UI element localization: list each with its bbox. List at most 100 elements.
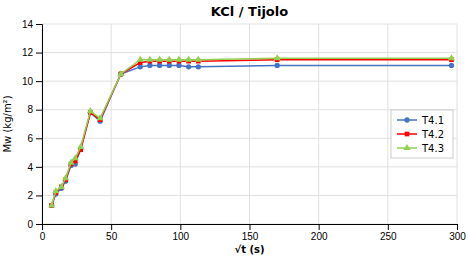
tick-label: 2	[27, 190, 33, 201]
grid-line	[42, 52, 457, 53]
legend-item: T4.3	[397, 143, 444, 154]
tick-label: 8	[27, 104, 33, 115]
tick-mark	[250, 224, 251, 230]
grid-line	[42, 166, 457, 167]
tick: 4	[27, 162, 42, 173]
marker	[175, 56, 182, 62]
legend: T4.1 T4.2 T4.3	[391, 110, 453, 158]
tick: 50	[106, 224, 118, 242]
axis-line	[36, 25, 43, 225]
tick-label: 0	[40, 231, 46, 242]
grid-line	[42, 24, 457, 25]
tick: 8	[27, 104, 42, 115]
tick: 200	[311, 224, 328, 242]
x-axis: 0 50 100 150 200 250 300	[40, 224, 467, 242]
tick-label: 100	[172, 231, 189, 242]
x-axis-title: √t (s)	[234, 244, 264, 255]
tick-mark	[319, 224, 320, 230]
tick-label: 10	[22, 76, 34, 87]
tick-label: 6	[27, 133, 33, 144]
marker	[77, 143, 84, 149]
grid-line	[111, 24, 112, 224]
marker	[146, 56, 153, 62]
marker	[97, 114, 104, 120]
grid-line	[42, 195, 457, 196]
tick-mark	[388, 224, 389, 230]
tick: 0	[40, 224, 46, 242]
grid-line	[180, 24, 181, 224]
tick-label: 12	[22, 47, 34, 58]
legend-marker	[405, 132, 410, 137]
marker	[157, 63, 162, 68]
axis-line	[43, 225, 458, 231]
tick: 0	[27, 219, 42, 230]
tick-mark	[36, 224, 42, 225]
grid-line	[42, 81, 457, 82]
tick: 100	[172, 224, 189, 242]
marker	[186, 64, 191, 69]
tick: 6	[27, 133, 42, 144]
tick-mark	[36, 110, 42, 111]
marker	[448, 54, 455, 60]
marker	[167, 63, 172, 68]
marker	[62, 174, 69, 180]
tick-mark	[36, 24, 42, 25]
legend-label: T4.3	[421, 143, 444, 154]
tick: 10	[22, 76, 42, 87]
marker	[72, 154, 79, 160]
legend-item: T4.1	[397, 115, 444, 126]
tick-label: 300	[449, 231, 466, 242]
tick-label: 150	[242, 231, 259, 242]
marker	[176, 63, 181, 68]
tick-mark	[180, 224, 181, 230]
tick: 14	[22, 19, 42, 30]
tick-mark	[36, 167, 42, 168]
marker	[156, 56, 163, 62]
legend-marker	[404, 117, 409, 122]
tick-mark	[36, 53, 42, 54]
tick-mark	[36, 138, 42, 139]
grid	[42, 24, 457, 224]
marker	[58, 183, 65, 189]
tick: 150	[242, 224, 259, 242]
title: KCl / Tijolo	[211, 4, 288, 19]
marker	[117, 70, 124, 76]
grid-line	[249, 24, 250, 224]
tick: 2	[27, 190, 42, 201]
marker	[185, 56, 192, 62]
tick: 300	[449, 224, 466, 242]
grid-line	[457, 24, 458, 224]
marker	[274, 54, 281, 60]
marker	[137, 56, 144, 62]
tick-mark	[36, 195, 42, 196]
tick-mark	[36, 81, 42, 82]
tick-mark	[457, 224, 458, 230]
marker	[147, 63, 152, 68]
tick-label: 50	[106, 231, 118, 242]
marker	[138, 64, 143, 69]
chart: 05010015020025030002468101214T4.1T4.2T4.…	[0, 0, 469, 258]
marker	[196, 64, 201, 69]
grid-line	[318, 24, 319, 224]
tick-label: 4	[27, 162, 33, 173]
marker	[87, 107, 94, 113]
marker	[52, 187, 59, 193]
tick: 12	[22, 47, 42, 58]
legend-label: T4.2	[421, 129, 444, 140]
marker	[195, 56, 202, 62]
tick-label: 200	[311, 231, 328, 242]
legend-label: T4.1	[421, 115, 444, 126]
tick-label: 14	[22, 19, 34, 30]
y-axis-title: Mw (kg/m²)	[2, 95, 13, 152]
tick: 250	[380, 224, 397, 242]
legend-item: T4.2	[397, 129, 444, 140]
plot: 05010015020025030002468101214T4.1T4.2T4.…	[22, 19, 466, 242]
marker	[48, 201, 55, 207]
legend-frame	[391, 110, 453, 158]
y-axis: 0 2 4 6 8 10 12 14	[22, 19, 43, 230]
marker	[275, 63, 280, 68]
legend-marker	[403, 144, 410, 150]
marker	[166, 56, 173, 62]
tick-label: 0	[27, 219, 33, 230]
tick-label: 250	[380, 231, 397, 242]
